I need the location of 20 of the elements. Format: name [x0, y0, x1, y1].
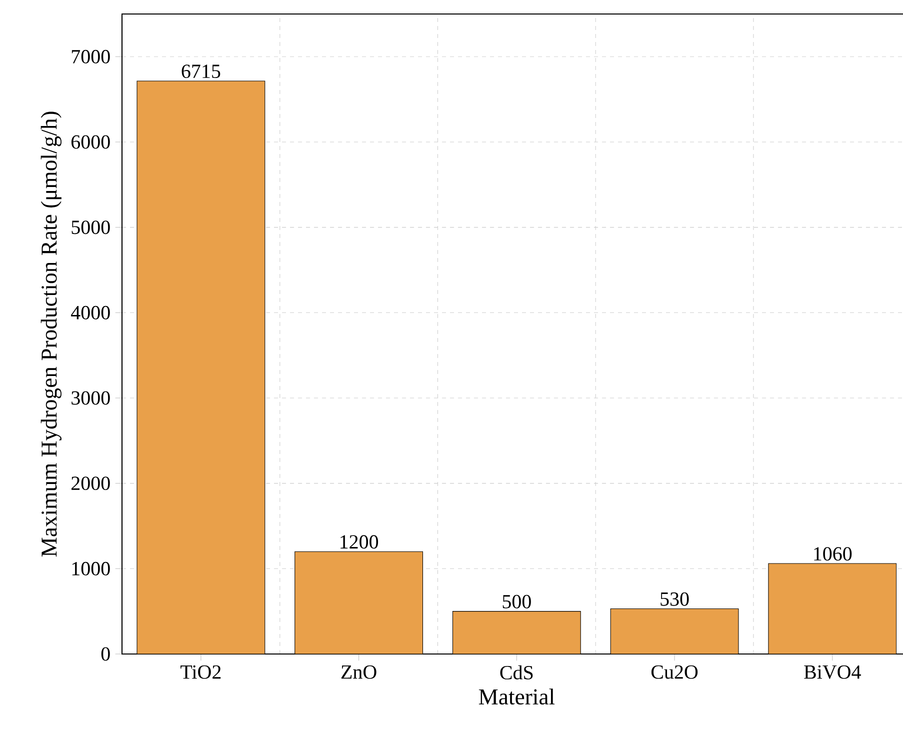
- data-label: 1060: [814, 547, 852, 561]
- data-label: 530: [660, 592, 689, 606]
- y-tick-label: 5000: [72, 220, 110, 234]
- y-tick-label: 3000: [72, 391, 110, 405]
- data-label: 6715: [182, 64, 220, 78]
- x-tick-label: CdS: [500, 665, 533, 680]
- data-label: 500: [502, 594, 531, 608]
- x-axis-title: Material: [478, 688, 555, 705]
- x-tick-label: TiO2: [180, 665, 221, 679]
- y-axis-title: Maximum Hydrogen Production Rate (μmol/g/h): [40, 112, 62, 557]
- y-tick-label: 0: [101, 647, 110, 661]
- y-tick-label: 1000: [72, 562, 110, 576]
- y-tick-label: 7000: [72, 50, 110, 64]
- x-tick-label: BiVO4: [804, 665, 861, 679]
- y-tick-label: 4000: [71, 306, 110, 320]
- data-label: 1200: [340, 535, 378, 549]
- y-tick-label: 2000: [72, 476, 110, 490]
- x-tick-label: ZnO: [341, 665, 376, 679]
- x-tick-label: Cu2O: [651, 665, 698, 679]
- y-tick-label: 6000: [71, 135, 110, 149]
